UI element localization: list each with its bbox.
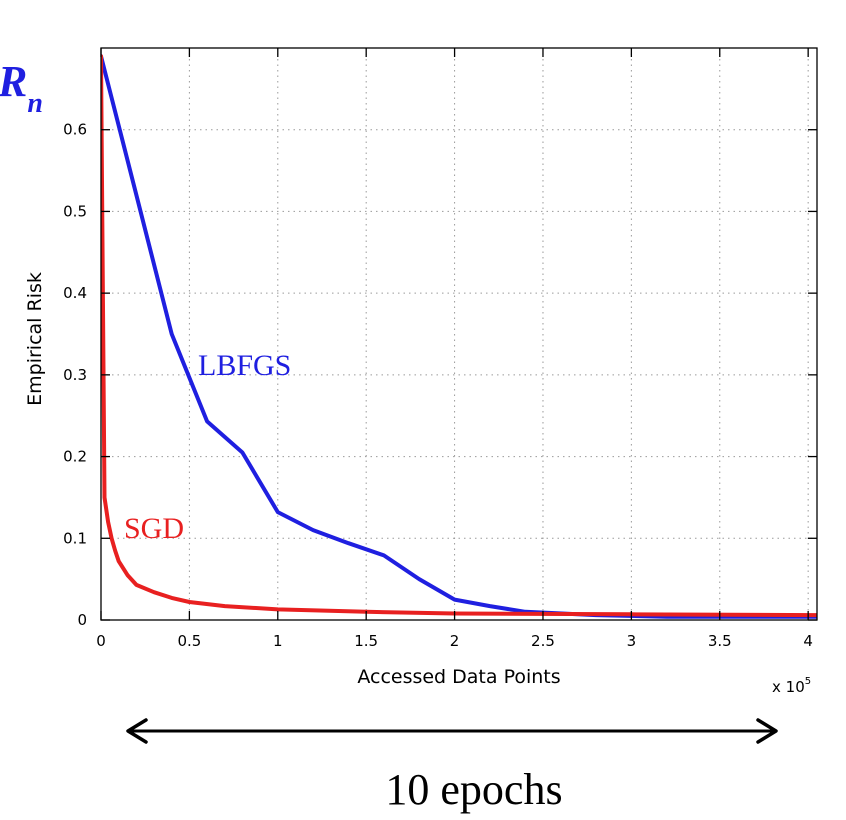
series-layer <box>101 54 817 619</box>
x-tick-label: 2.5 <box>531 632 555 650</box>
x-tick-label: 0.5 <box>177 632 201 650</box>
x-tick-label: 3.5 <box>708 632 732 650</box>
x-tick-label: 1.5 <box>354 632 378 650</box>
plot-frame <box>100 47 818 621</box>
arrow-head-right <box>756 718 778 744</box>
y-tick-label: 0 <box>77 611 87 629</box>
x-tick-label: 0 <box>96 632 106 650</box>
x-tick-label: 1 <box>273 632 283 650</box>
x-tick-label: 4 <box>803 632 813 650</box>
x-multiplier: x 105 <box>772 676 811 696</box>
x-tick-label: 2 <box>450 632 460 650</box>
annotation-lbfgs: LBFGS <box>198 349 291 382</box>
x-multiplier-exponent: 5 <box>805 676 811 687</box>
axis-ticks <box>100 48 817 621</box>
y-tick-label: 0.5 <box>63 202 87 220</box>
corner-label-main: R <box>0 57 27 106</box>
grid-lines <box>101 48 817 620</box>
x-multiplier-base: x 10 <box>772 678 805 696</box>
epoch-span-arrow <box>126 718 778 744</box>
y-tick-label: 0.6 <box>63 121 87 139</box>
annotation-sgd: SGD <box>124 512 184 545</box>
arrow-head-left <box>126 718 148 744</box>
y-tick-label: 0.2 <box>63 448 87 466</box>
epochs-caption: 10 epochs <box>385 765 562 814</box>
series-line-sgd <box>101 54 817 618</box>
y-tick-label: 0.3 <box>63 366 87 384</box>
corner-label: Rn <box>0 57 43 119</box>
y-axis-label: Empirical Risk <box>24 272 46 406</box>
x-tick-label: 3 <box>627 632 637 650</box>
y-tick-label: 0.1 <box>63 529 87 547</box>
corner-label-sub: n <box>27 88 43 119</box>
y-tick-label: 0.4 <box>63 284 87 302</box>
x-axis-label: Accessed Data Points <box>357 666 560 688</box>
tick-labels: 0 0.5 1 1.5 2 2.5 3 3.5 4 0 0.1 0.2 0.3 0.4 0.5 0.6 <box>63 121 813 650</box>
